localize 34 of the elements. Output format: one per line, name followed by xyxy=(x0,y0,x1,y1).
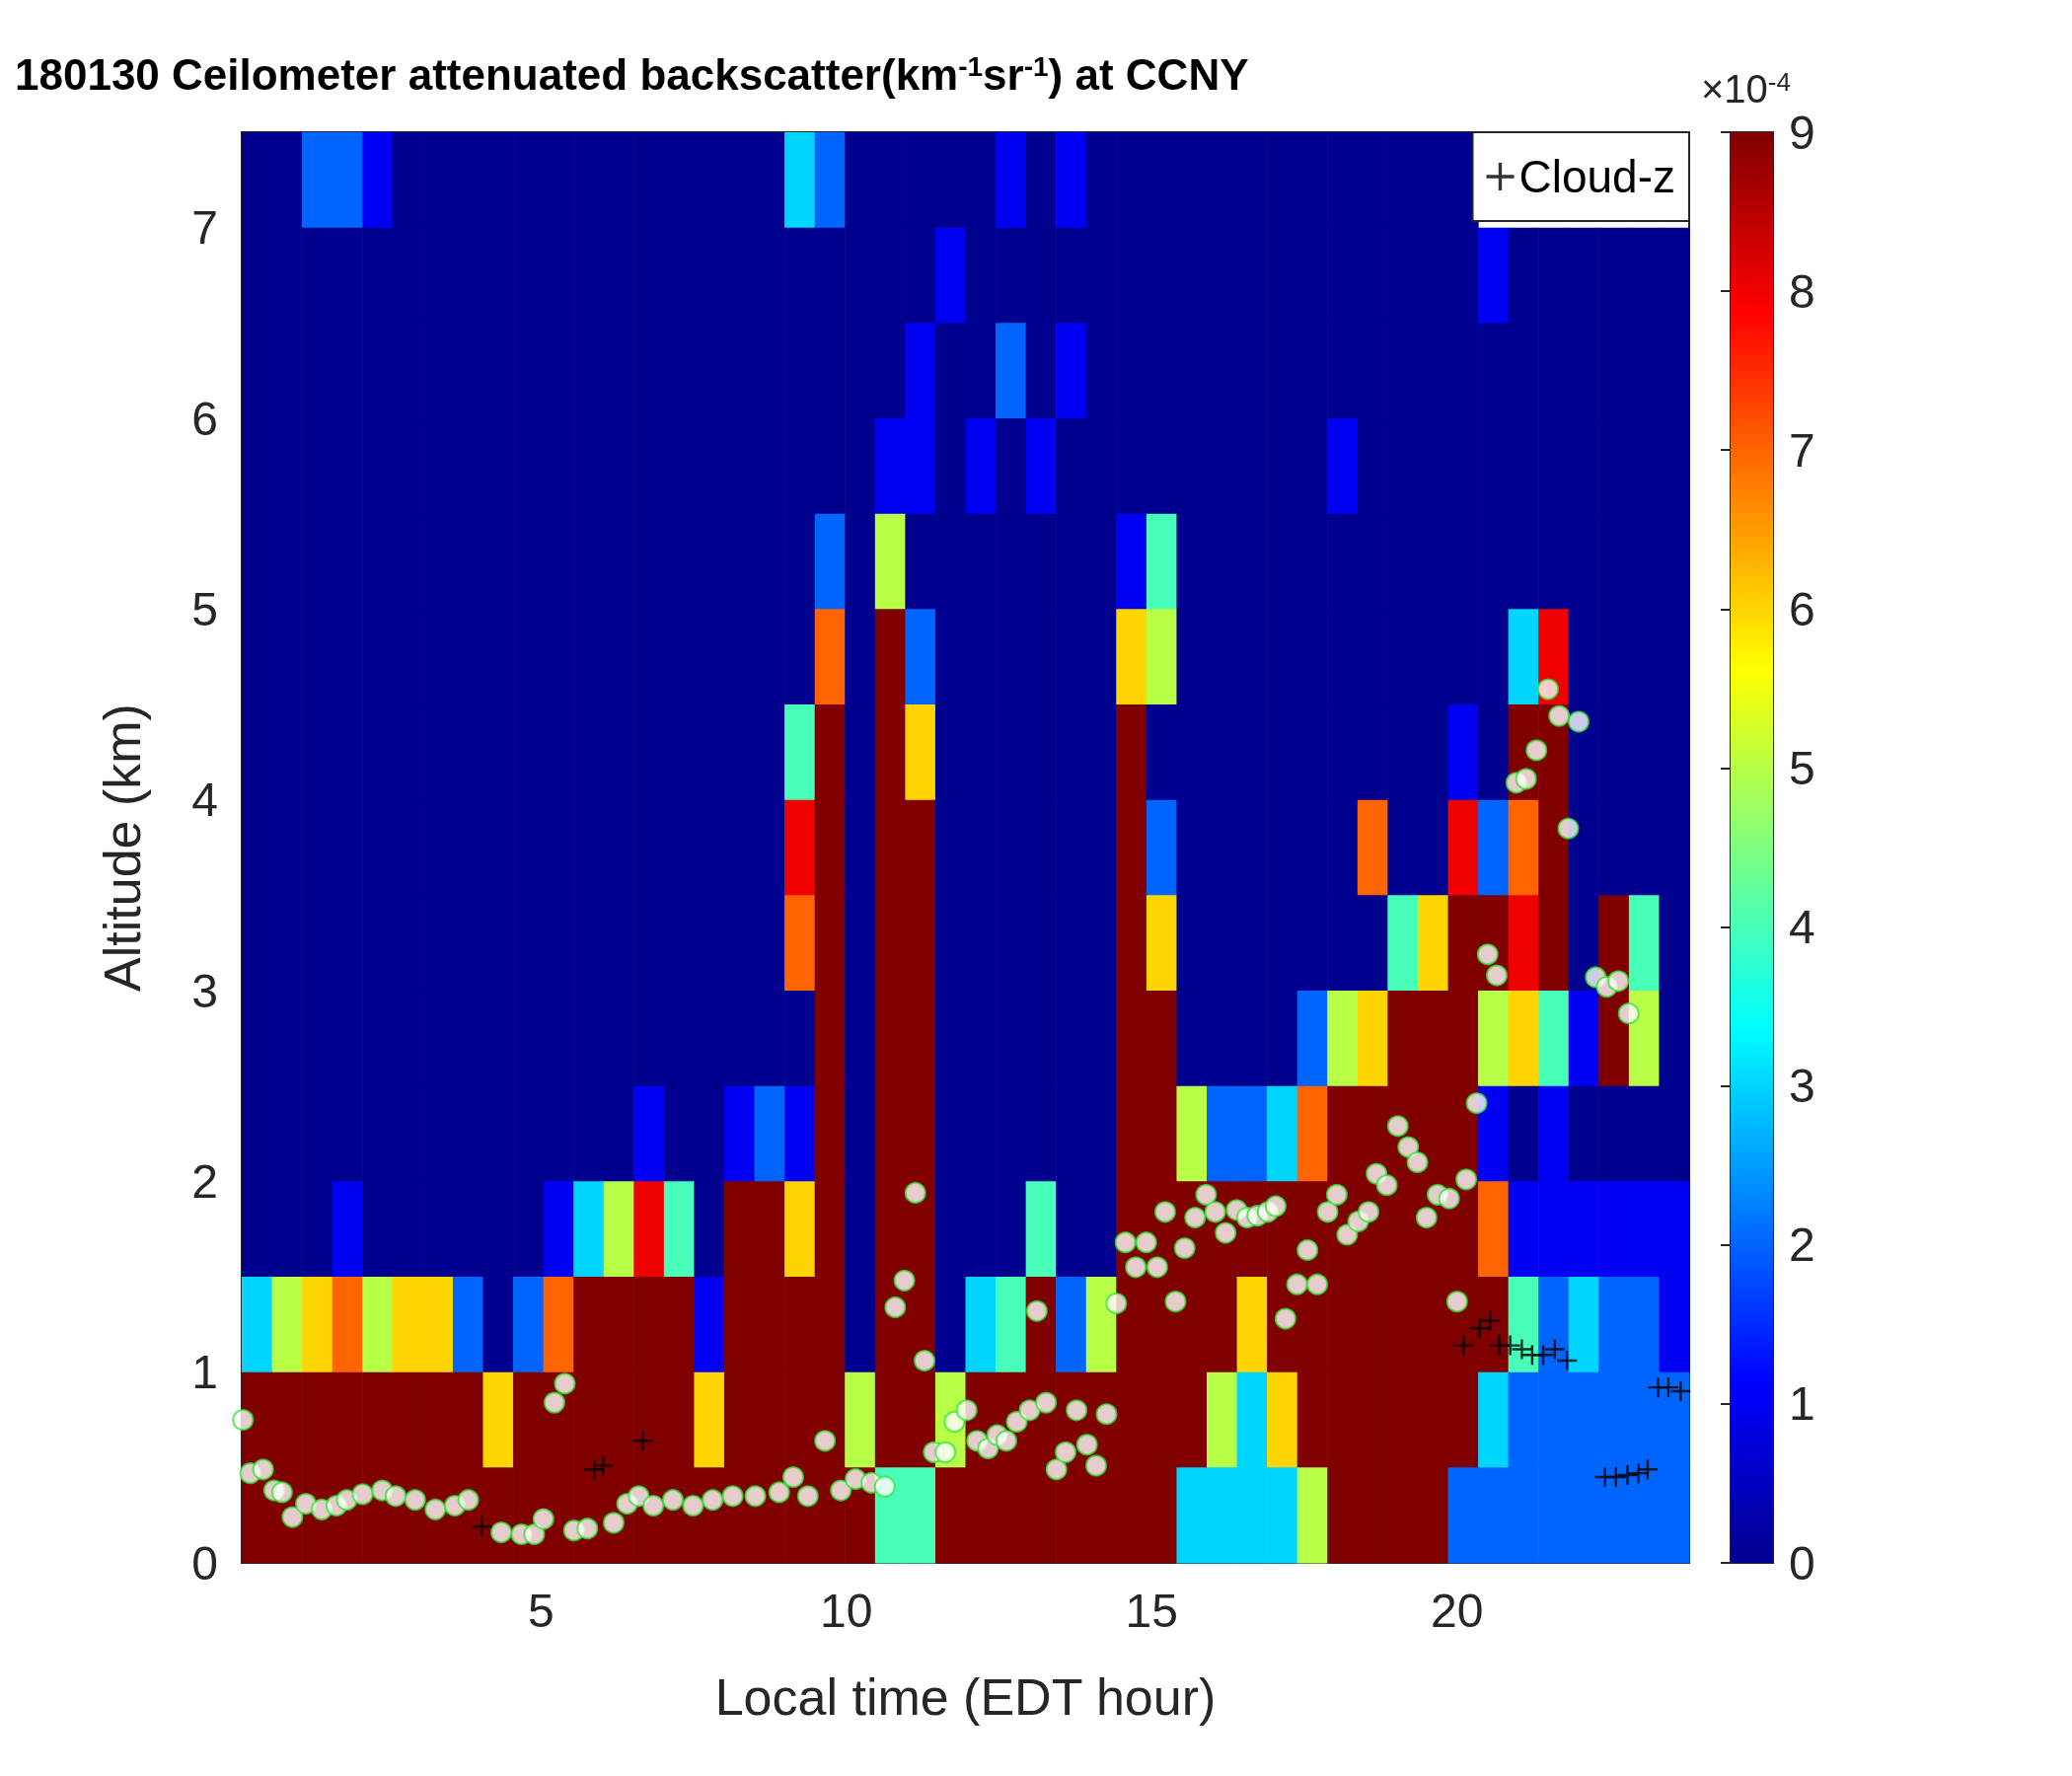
color-bar-label: 4 xyxy=(1789,901,1815,954)
color-bar-label: 7 xyxy=(1789,423,1815,477)
color-bar-label: 5 xyxy=(1789,741,1815,794)
point xyxy=(1670,1381,1691,1401)
x-tick-label: 20 xyxy=(1431,1584,1484,1637)
y-tick-label: 1 xyxy=(191,1346,218,1399)
point xyxy=(1480,1310,1501,1331)
legend-label: Cloud-z xyxy=(1518,151,1676,202)
x-tick-label: 10 xyxy=(820,1584,873,1637)
point xyxy=(593,1455,614,1476)
x-axis-title: Local time (EDT hour) xyxy=(714,1668,1217,1726)
y-tick-label: 7 xyxy=(191,201,218,255)
y-tick-label: 3 xyxy=(191,964,218,1017)
color-bar-label: 6 xyxy=(1789,582,1815,635)
y-tick-label: 0 xyxy=(191,1536,218,1590)
y-tick-label: 2 xyxy=(191,1154,218,1208)
x-tick-label: 15 xyxy=(1125,1584,1178,1637)
color-bar-label: 8 xyxy=(1789,264,1815,318)
color-bar-label: 1 xyxy=(1789,1377,1815,1431)
point xyxy=(1469,1318,1490,1339)
color-bar-label: 0 xyxy=(1789,1536,1815,1590)
color-bar-label: 3 xyxy=(1789,1060,1815,1113)
point xyxy=(1453,1335,1474,1356)
color-bar-label: 2 xyxy=(1789,1219,1815,1272)
y-tick-label: 6 xyxy=(191,392,218,445)
point xyxy=(1500,1335,1520,1356)
x-tick-label: 5 xyxy=(527,1584,555,1637)
point xyxy=(1512,1339,1532,1360)
y-axis-title: Altitude (km) xyxy=(94,703,151,992)
point xyxy=(632,1431,653,1451)
point xyxy=(1544,1339,1565,1360)
y-tick-label: 4 xyxy=(191,774,218,827)
color-bar-label: 9 xyxy=(1789,106,1815,159)
y-tick-label: 5 xyxy=(191,582,218,635)
